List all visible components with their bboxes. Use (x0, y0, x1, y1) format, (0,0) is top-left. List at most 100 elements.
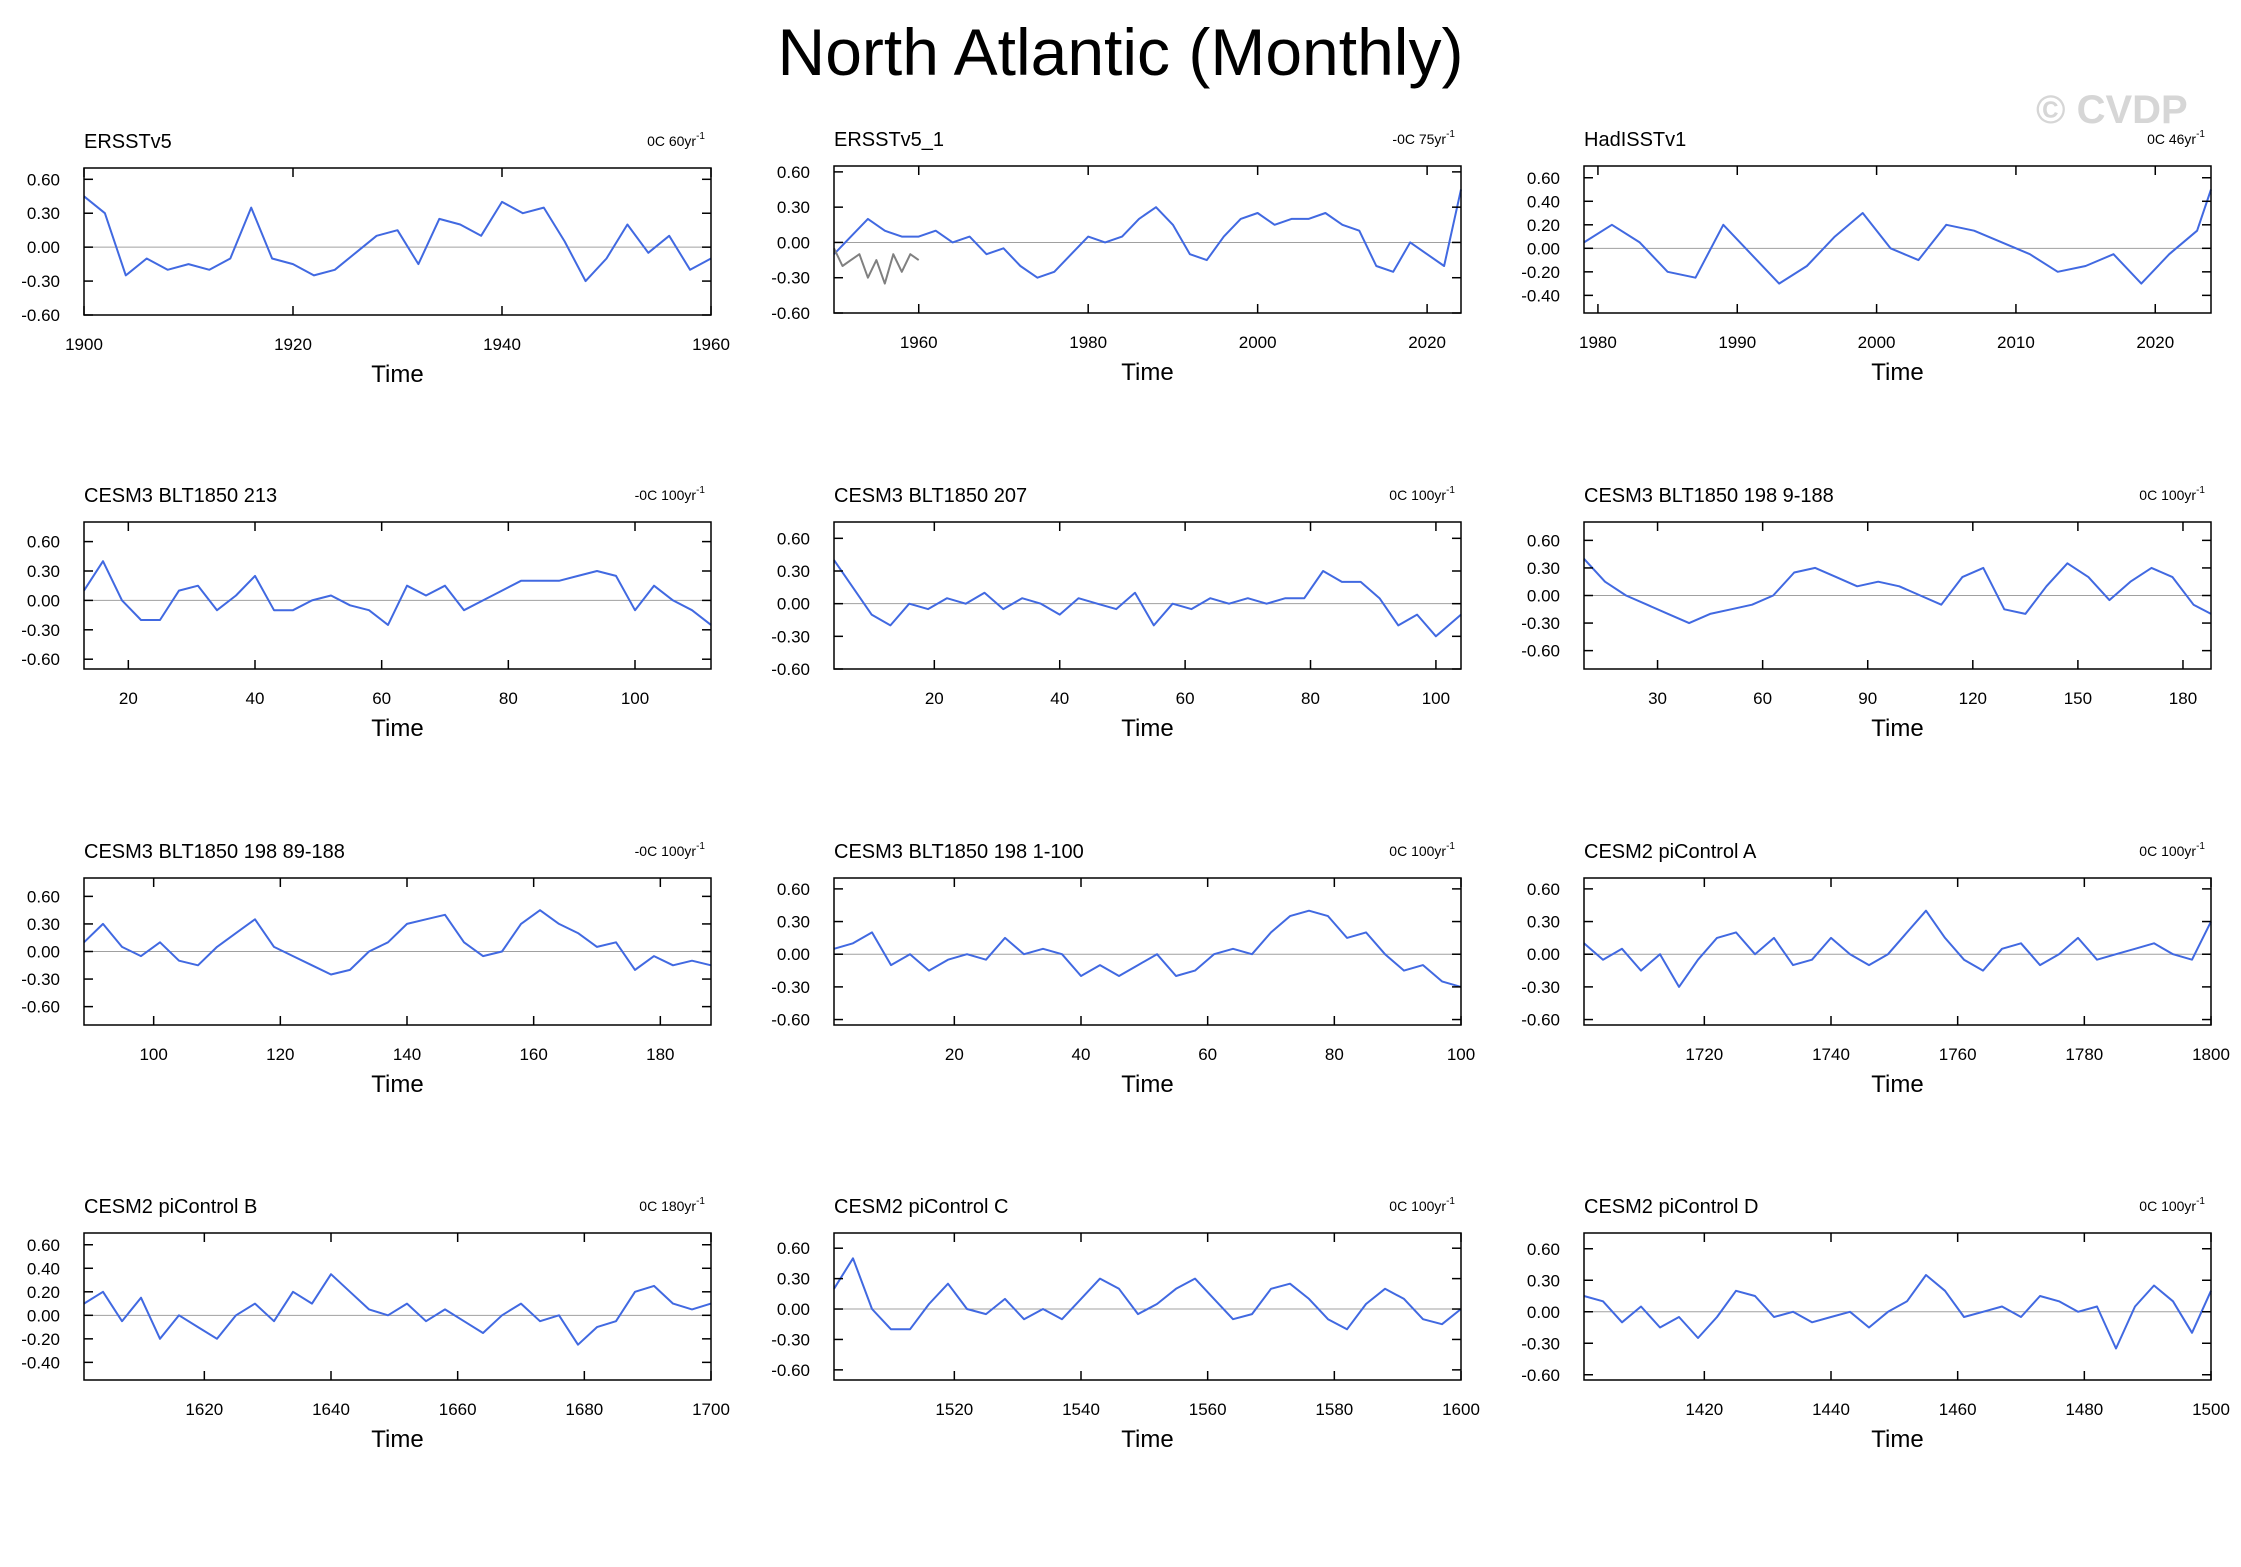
y-tick-label: -0.30 (21, 272, 60, 291)
y-tick-label: 0.60 (27, 170, 60, 189)
panel-annotation: -0C 75yr-1 (1392, 129, 1455, 147)
x-tick-label: 90 (1858, 689, 1877, 708)
y-tick-label: 0.60 (777, 880, 810, 899)
x-tick-label: 1420 (1685, 1400, 1723, 1419)
panel-title: CESM3 BLT1850 207 (834, 485, 1027, 507)
panel-annotation: 0C 60yr-1 (647, 131, 705, 149)
y-tick-label: 0.60 (1527, 531, 1560, 550)
panel-7: CESM3 BLT1850 198 89-188 -0C 100yr-1 -0.60… (21, 841, 712, 1098)
y-tick-label: 0.30 (777, 913, 810, 932)
x-tick-label: 60 (1176, 689, 1195, 708)
x-axis-label: Time (1871, 1071, 1923, 1098)
overlay-series-line (833, 247, 920, 285)
panel-8: CESM3 BLT1850 198 1-100 0C 100yr-1 -0.60 -0… (771, 841, 1475, 1098)
panel-title: CESM2 piControl B (84, 1196, 257, 1218)
y-tick-label: 0.60 (1527, 880, 1560, 899)
y-tick-label: 0.40 (27, 1259, 60, 1278)
x-tick-label: 100 (1422, 689, 1450, 708)
x-tick-label: 1720 (1685, 1045, 1723, 1064)
panel-title: ERSSTv5 (84, 131, 172, 153)
y-tick-label: 0.00 (27, 591, 60, 610)
x-tick-label: 30 (1648, 689, 1667, 708)
x-axis-label: Time (1871, 359, 1923, 386)
x-tick-label: 1500 (2192, 1400, 2230, 1419)
panel-title: CESM2 piControl A (1584, 841, 1757, 863)
panel-annotation: -0C 100yr-1 (635, 841, 706, 859)
series-line (1583, 189, 2212, 285)
y-tick-label: -0.60 (1521, 1011, 1560, 1030)
panel-title: CESM2 piControl C (834, 1196, 1009, 1218)
y-tick-label: 0.00 (777, 945, 810, 964)
y-tick-label: -0.20 (21, 1330, 60, 1349)
y-tick-label: 0.60 (1527, 1240, 1560, 1259)
y-tick-label: 0.00 (27, 943, 60, 962)
y-tick-label: -0.60 (1521, 1366, 1560, 1385)
panel-annotation: 0C 46yr-1 (2147, 129, 2205, 147)
panel-annotation: -0C 100yr-1 (635, 485, 706, 503)
y-tick-label: -0.60 (771, 1361, 810, 1380)
series-line (83, 909, 712, 976)
x-axis-label: Time (1121, 359, 1173, 386)
panel-title: ERSSTv5_1 (834, 129, 944, 151)
series-line (833, 559, 1462, 638)
series-line (833, 189, 1462, 279)
plot-frame (833, 165, 1462, 314)
y-tick-label: 0.30 (1527, 559, 1560, 578)
y-tick-label: -0.30 (771, 627, 810, 646)
x-tick-label: 60 (372, 689, 391, 708)
y-tick-label: 0.20 (27, 1283, 60, 1302)
plot-frame (833, 521, 1462, 670)
plot-frame (833, 1232, 1462, 1381)
plot-frame (1583, 165, 2212, 314)
y-tick-label: -0.30 (21, 970, 60, 989)
x-tick-label: 1460 (1939, 1400, 1977, 1419)
panel-title: HadISSTv1 (1584, 129, 1686, 151)
x-tick-label: 100 (1447, 1045, 1475, 1064)
series-line (83, 1273, 712, 1346)
y-tick-label: -0.60 (771, 1011, 810, 1030)
y-tick-label: 0.60 (777, 529, 810, 548)
y-tick-label: 0.00 (777, 1300, 810, 1319)
y-tick-label: -0.20 (1521, 263, 1560, 282)
x-axis-label: Time (1121, 1426, 1173, 1453)
series-line (83, 195, 712, 283)
y-tick-label: -0.60 (21, 306, 60, 325)
y-tick-label: 0.60 (1527, 169, 1560, 188)
y-tick-label: 0.00 (1527, 945, 1560, 964)
plot-frame (83, 521, 712, 670)
series-line (1583, 558, 2212, 625)
y-tick-label: 0.30 (27, 204, 60, 223)
y-tick-label: 0.60 (777, 1239, 810, 1258)
panel-5: CESM3 BLT1850 207 0C 100yr-1 -0.60 -0.30 0.0… (771, 485, 1462, 742)
x-tick-label: 1580 (1315, 1400, 1353, 1419)
x-tick-label: 1440 (1812, 1400, 1850, 1419)
x-tick-label: 180 (2169, 689, 2197, 708)
x-tick-label: 1700 (692, 1400, 730, 1419)
y-tick-label: 0.60 (27, 887, 60, 906)
x-tick-label: 1680 (565, 1400, 603, 1419)
x-tick-label: 1940 (483, 335, 521, 354)
x-tick-label: 1620 (185, 1400, 223, 1419)
panel-title: CESM3 BLT1850 198 89-188 (84, 841, 345, 863)
y-tick-label: -0.60 (771, 304, 810, 323)
y-tick-label: 0.00 (777, 595, 810, 614)
x-axis-label: Time (371, 1071, 423, 1098)
x-tick-label: 1960 (692, 335, 730, 354)
x-tick-label: 80 (1325, 1045, 1344, 1064)
y-tick-label: -0.30 (1521, 978, 1560, 997)
y-tick-label: -0.30 (771, 269, 810, 288)
panel-title: CESM3 BLT1850 198 9-188 (1584, 485, 1834, 507)
x-tick-label: 1900 (65, 335, 103, 354)
panel-11: CESM2 piControl C 0C 100yr-1 -0.60 -0.30 0.0… (771, 1196, 1480, 1453)
x-tick-label: 1660 (439, 1400, 477, 1419)
y-tick-label: -0.30 (1521, 1334, 1560, 1353)
plot-frame (833, 877, 1462, 1026)
x-tick-label: 1480 (2065, 1400, 2103, 1419)
x-tick-label: 1560 (1189, 1400, 1227, 1419)
series-line (833, 909, 1462, 988)
panel-title: CESM3 BLT1850 213 (84, 485, 277, 507)
panel-annotation: 0C 100yr-1 (2139, 485, 2205, 503)
series-line (1583, 1274, 2212, 1350)
x-tick-label: 140 (393, 1045, 421, 1064)
y-tick-label: -0.40 (1521, 286, 1560, 305)
